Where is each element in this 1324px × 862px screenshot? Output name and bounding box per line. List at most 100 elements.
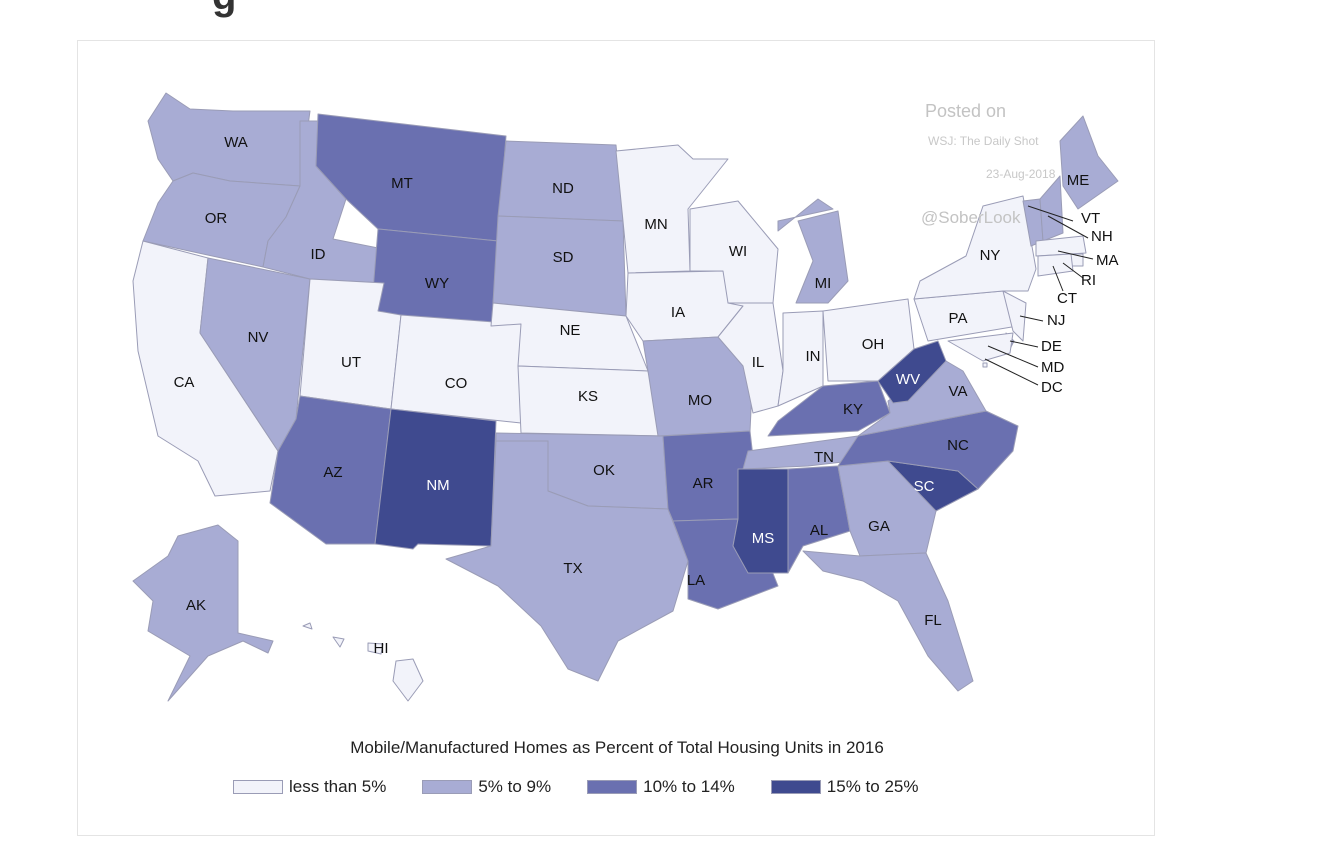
state-nc xyxy=(837,410,1019,490)
state-nm xyxy=(374,408,497,550)
leader-line-ma xyxy=(1057,250,1094,260)
leader-line-dc xyxy=(984,358,1039,386)
state-label-ky: KY xyxy=(843,401,863,418)
state-label-sc: SC xyxy=(914,478,935,495)
state-tx xyxy=(445,440,689,682)
state-md xyxy=(947,332,1014,362)
us-choropleth-map: WA OR CA NV ID MT WY UT CO AZ NM ND SD NE KS OK TX MN IA MO… xyxy=(132,92,1119,702)
state-label-ut: UT xyxy=(341,354,361,371)
state-label-sd: SD xyxy=(553,249,574,266)
state-label-de: DE xyxy=(1041,338,1062,355)
legend-label: 15% to 25% xyxy=(826,777,919,796)
legend-item: less than 5% xyxy=(233,777,386,797)
state-wv xyxy=(877,340,947,404)
state-label-nh: NH xyxy=(1091,228,1113,245)
watermark-line-4: @SoberLook xyxy=(921,208,1021,227)
state-label-il: IL xyxy=(752,354,765,371)
state-labels: WA OR CA NV ID MT WY UT CO AZ NM ND SD NE KS OK TX MN IA MO… xyxy=(174,134,1119,657)
leader-line-nj xyxy=(1019,315,1044,322)
state-hi xyxy=(302,622,424,702)
state-mi xyxy=(777,198,849,304)
state-label-ct: CT xyxy=(1057,290,1077,307)
state-label-me: ME xyxy=(1067,172,1090,189)
cropped-heading-fragment: g xyxy=(212,0,236,19)
state-label-dc: DC xyxy=(1041,379,1063,396)
state-label-co: CO xyxy=(445,375,468,392)
state-me xyxy=(1059,115,1119,210)
state-label-md: MD xyxy=(1041,359,1064,376)
state-label-nd: ND xyxy=(552,180,574,197)
watermark-line-3: 23-Aug-2018 xyxy=(986,167,1056,181)
legend-label: 5% to 9% xyxy=(478,777,552,796)
state-ma xyxy=(1035,235,1087,257)
state-label-az: AZ xyxy=(323,464,342,481)
state-label-nv: NV xyxy=(248,329,269,346)
state-ak xyxy=(132,524,274,702)
leader-line-md xyxy=(987,345,1039,368)
state-label-in: IN xyxy=(806,348,821,365)
state-mn xyxy=(615,144,729,274)
leader-line-ri xyxy=(1062,262,1084,279)
state-co xyxy=(390,314,522,424)
legend-swatch xyxy=(422,780,473,794)
state-label-hi: HI xyxy=(374,640,389,657)
legend: less than 5% 5% to 9% 10% to 14% 15% to 25% xyxy=(233,777,954,797)
state-label-ga: GA xyxy=(868,518,890,535)
state-label-ak: AK xyxy=(186,597,206,614)
state-label-wy: WY xyxy=(425,275,449,292)
legend-item: 5% to 9% xyxy=(422,777,551,797)
state-sd xyxy=(492,215,627,317)
state-label-al: AL xyxy=(810,522,828,539)
state-nh xyxy=(1039,175,1064,242)
legend-swatch xyxy=(587,780,638,794)
watermark-line-2: WSJ: The Daily Shot xyxy=(928,134,1039,148)
state-label-pa: PA xyxy=(949,310,968,327)
state-label-ok: OK xyxy=(593,462,615,479)
states-layer xyxy=(132,92,1119,702)
state-label-or: OR xyxy=(205,210,228,227)
state-label-fl: FL xyxy=(924,612,942,629)
legend-item: 10% to 14% xyxy=(587,777,735,797)
state-label-nj: NJ xyxy=(1047,312,1065,329)
state-label-ne: NE xyxy=(560,322,581,339)
state-label-ny: NY xyxy=(980,247,1001,264)
state-label-mn: MN xyxy=(644,216,667,233)
state-label-ks: KS xyxy=(578,388,598,405)
state-label-nm: NM xyxy=(426,477,449,494)
state-il xyxy=(717,302,784,414)
state-label-ia: IA xyxy=(671,304,685,321)
state-label-ri: RI xyxy=(1081,272,1096,289)
state-label-id: ID xyxy=(311,246,326,263)
state-ms xyxy=(732,468,794,574)
legend-item: 15% to 25% xyxy=(770,777,919,797)
state-fl xyxy=(802,550,974,692)
legend-label: less than 5% xyxy=(289,777,387,796)
state-label-wv: WV xyxy=(896,371,920,388)
state-in xyxy=(777,310,824,407)
leader-line-de xyxy=(1009,340,1039,348)
leader-line-ct xyxy=(1052,265,1064,292)
watermark-line-1: Posted on xyxy=(925,101,1006,121)
map-figure: WA OR CA NV ID MT WY UT CO AZ NM ND SD NE KS OK TX MN IA MO… xyxy=(77,40,1155,836)
state-label-mi: MI xyxy=(815,275,832,292)
leader-lines xyxy=(984,205,1094,386)
state-label-wa: WA xyxy=(224,134,248,151)
state-label-va: VA xyxy=(949,383,968,400)
state-label-ca: CA xyxy=(174,374,195,391)
state-label-mo: MO xyxy=(688,392,712,409)
state-label-ms: MS xyxy=(752,530,775,547)
state-label-ma: MA xyxy=(1096,252,1119,269)
state-label-wi: WI xyxy=(729,243,747,260)
state-label-ar: AR xyxy=(693,475,714,492)
state-label-nc: NC xyxy=(947,437,969,454)
legend-label: 10% to 14% xyxy=(643,777,735,796)
leader-line-vt xyxy=(1027,205,1074,222)
state-label-tn: TN xyxy=(814,449,834,466)
state-label-la: LA xyxy=(687,572,705,589)
state-label-tx: TX xyxy=(563,560,582,577)
state-label-oh: OH xyxy=(862,336,885,353)
legend-swatch xyxy=(770,780,821,794)
state-ny xyxy=(913,195,1037,300)
state-al xyxy=(787,465,851,574)
state-nj xyxy=(1002,290,1027,342)
